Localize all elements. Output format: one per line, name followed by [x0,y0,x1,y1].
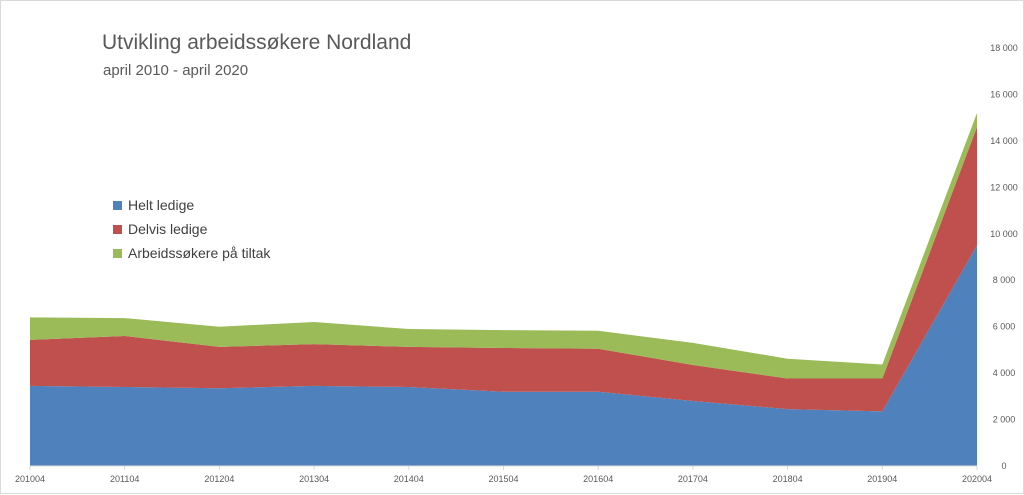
y-tick-label: 10 000 [990,229,1018,239]
legend-item-helt-ledige: Helt ledige [113,193,270,217]
area-series-2 [30,127,977,412]
y-axis: 0 2 000 4 000 6 000 8 000 10 000 12 000 14 000 1… [990,43,1018,471]
x-tick-label: 201404 [394,474,424,484]
x-tick-label: 201604 [583,474,613,484]
x-tick-label: 201804 [773,474,803,484]
legend: Helt ledige Delvis ledige Arbeidssøkere … [113,193,270,265]
x-tick-label: 201504 [488,474,518,484]
y-tick-label: 14 000 [990,136,1018,146]
y-tick-label: 18 000 [990,43,1018,53]
legend-item-tiltak: Arbeidssøkere på tiltak [113,241,270,265]
x-tick-label: 201904 [867,474,897,484]
x-tick-label: 201704 [678,474,708,484]
y-tick-label: 4 000 [993,368,1016,378]
y-tick-label: 8 000 [993,275,1016,285]
chart-title: Utvikling arbeidssøkere Nordland [102,31,412,54]
x-axis: 201004 201104 201204 201304 201404 201504 2016… [15,465,992,484]
x-tick-label: 201104 [110,474,139,484]
legend-label-delvis-ledige: Delvis ledige [128,221,208,237]
area-series-1 [30,245,977,466]
y-tick-label: 16 000 [990,89,1018,99]
chart-subtitle: april 2010 - april 2020 [103,62,249,79]
x-tick-label: 202004 [962,474,992,484]
y-tick-label: 2 000 [993,415,1016,425]
x-tick-label: 201004 [15,474,45,484]
y-tick-label: 0 [1001,461,1006,471]
x-tick-label: 201304 [299,474,329,484]
legend-swatch-tiltak [113,248,122,258]
y-tick-label: 12 000 [990,182,1018,192]
area-series-group [30,113,977,466]
legend-item-delvis-ledige: Delvis ledige [113,217,270,241]
x-tick-label: 201204 [204,474,234,484]
legend-swatch-delvis-ledige [113,224,122,234]
legend-swatch-helt-ledige [113,200,122,210]
legend-label-helt-ledige: Helt ledige [128,197,195,213]
y-tick-label: 6 000 [993,322,1016,332]
legend-label-tiltak: Arbeidssøkere på tiltak [128,245,271,261]
